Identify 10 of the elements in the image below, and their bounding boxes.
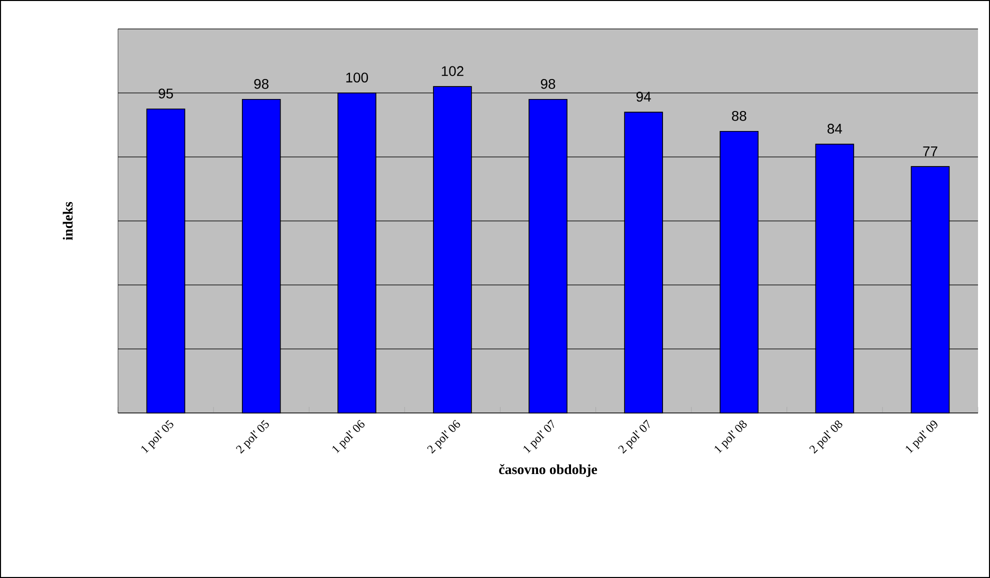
y-axis-title: indeks	[62, 202, 73, 240]
data-label: 98	[254, 78, 268, 89]
data-label: 94	[636, 92, 651, 102]
data-label: 84	[828, 124, 842, 134]
data-label: 88	[732, 110, 746, 121]
data-label: 98	[540, 78, 556, 89]
data-label: 77	[923, 146, 938, 156]
data-label: 100	[346, 72, 368, 82]
data-label: 102	[442, 66, 464, 76]
x-axis-title: časovno obdobje	[499, 464, 598, 477]
